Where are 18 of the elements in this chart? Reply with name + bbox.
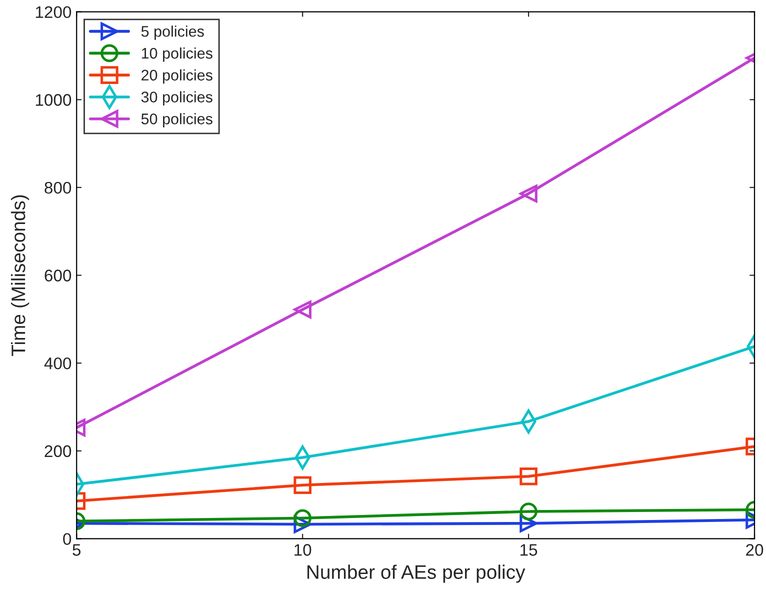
y-tick-label: 1200 xyxy=(36,6,72,18)
y-tick-label: 800 xyxy=(44,182,72,194)
x-tick-label: 20 xyxy=(746,544,764,556)
x-axis-title: Number of AEs per policy xyxy=(307,564,526,583)
legend-label: 20 policies xyxy=(142,69,212,84)
legend-label: 10 policies xyxy=(142,47,212,62)
x-tick-label: 5 xyxy=(72,544,81,556)
legend-label: 5 policies xyxy=(141,26,204,40)
y-tick-label: 400 xyxy=(44,357,72,370)
x-tick-label: 10 xyxy=(294,544,312,556)
legend-label: 30 policies xyxy=(141,91,212,106)
x-tick-label: 15 xyxy=(520,544,538,556)
y-tick-label: 1000 xyxy=(36,94,72,106)
y-axis-title: Time (Miliseconds) xyxy=(10,195,30,356)
legend-label: 50 policies xyxy=(141,113,212,128)
y-tick-label: 0 xyxy=(63,533,72,545)
y-tick-label: 600 xyxy=(44,270,72,282)
y-tick-label: 200 xyxy=(44,445,72,458)
